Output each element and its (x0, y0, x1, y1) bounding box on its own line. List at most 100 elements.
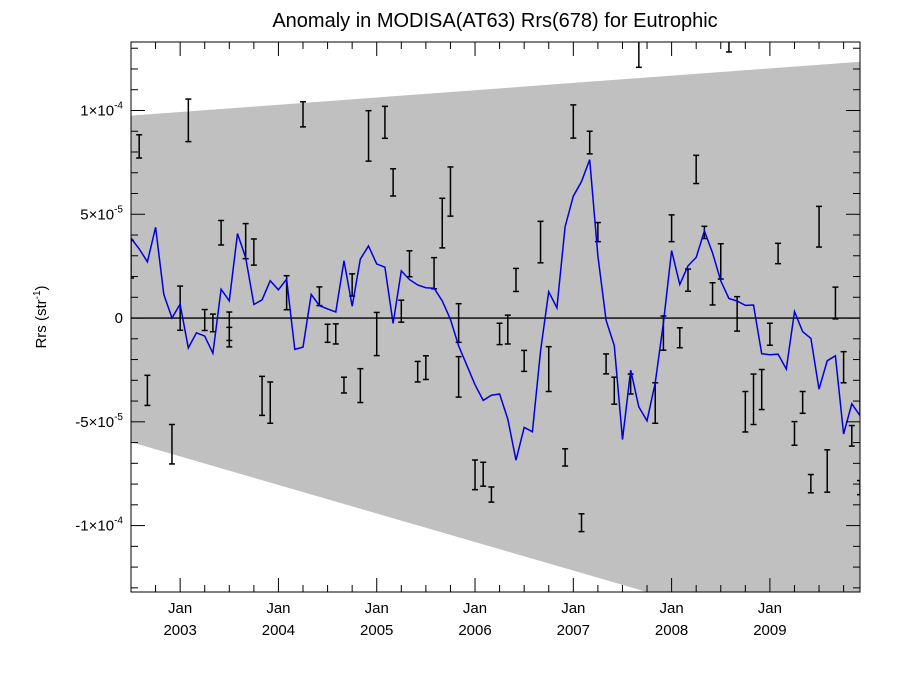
x-tick-year-label: 2005 (360, 622, 393, 639)
error-bar (250, 238, 257, 266)
x-tick-month-label: Jan (463, 600, 487, 617)
error-bar (455, 355, 462, 398)
y-tick-label: 5×10-5 (80, 204, 123, 223)
error-bar (791, 420, 798, 447)
error-bar (447, 166, 454, 217)
error-bar (734, 295, 741, 332)
plot-area (131, 42, 860, 592)
error-bar (185, 98, 192, 143)
error-bar (365, 109, 372, 162)
error-bar (259, 375, 266, 417)
y-tick-mantissa: -1×10 (75, 518, 114, 535)
error-bar (226, 326, 233, 348)
y-tick-mantissa: -5×10 (75, 414, 114, 431)
error-bar (799, 390, 806, 415)
y-tick-mantissa: 1×10 (80, 102, 114, 119)
error-bar (766, 322, 773, 346)
y-axis-title: Rrs (str-1) (32, 285, 50, 348)
error-bar (144, 374, 151, 407)
x-tick-year-label: 2008 (655, 622, 688, 639)
x-tick-year-label: 2004 (262, 622, 295, 639)
error-bar (496, 322, 503, 346)
error-bar (414, 360, 421, 383)
y-axis: 1×10-45×10-50-5×10-5-1×10-4 (75, 47, 860, 589)
y-tick-exponent: -4 (114, 516, 123, 527)
error-bar (570, 104, 577, 139)
error-bar (758, 368, 765, 411)
line-layer (131, 159, 860, 461)
error-bar (807, 473, 814, 494)
error-bar (218, 219, 225, 246)
error-bar (300, 101, 307, 128)
envelope-layer (131, 61, 860, 592)
error-bar (578, 513, 585, 533)
error-bar (488, 486, 495, 503)
y-tick-label: -1×10-4 (75, 516, 123, 535)
error-bar (750, 373, 757, 426)
error-bar (512, 267, 519, 293)
y-tick-label: 1×10-4 (80, 100, 123, 119)
chart-title: Anomaly in MODISA(AT63) Rrs(678) for Eut… (272, 10, 717, 32)
error-bar (357, 367, 364, 404)
error-bar (390, 168, 397, 197)
error-bar (267, 381, 274, 425)
y-tick-exponent: -5 (114, 204, 123, 215)
error-bar (725, 42, 732, 53)
error-bar (693, 154, 700, 185)
error-bar (848, 424, 855, 447)
error-bar (521, 349, 528, 373)
error-bar (398, 299, 405, 323)
x-tick-month-label: Jan (168, 600, 192, 617)
y-axis-title-close: ) (33, 285, 50, 290)
error-bar (537, 220, 544, 264)
y-tick-label: 0 (115, 310, 123, 327)
error-bar (562, 448, 569, 467)
error-bar (439, 197, 446, 249)
x-tick-year-label: 2007 (557, 622, 590, 639)
error-bar (480, 461, 487, 487)
error-bar (676, 327, 683, 349)
y-tick-mantissa: 5×10 (80, 206, 114, 223)
error-bar (775, 242, 782, 265)
x-axis: Jan 2003 Jan 2004 Jan 2005 Jan 2006 Jan 2007 Jan 20… (130, 42, 845, 639)
error-bar (472, 459, 479, 491)
x-tick-month-label: Jan (561, 600, 585, 617)
uncertainty-envelope (131, 61, 860, 592)
error-bar (603, 353, 610, 375)
error-bar (168, 423, 175, 465)
error-bar (324, 323, 331, 344)
y-tick-label: -5×10-5 (75, 412, 123, 431)
y-axis-title-text: Rrs (str (33, 299, 50, 348)
error-bar (422, 355, 429, 381)
error-bar (455, 302, 462, 344)
error-bar (594, 221, 601, 243)
error-bar (668, 214, 675, 243)
error-bar (586, 130, 593, 155)
error-bar (340, 376, 347, 394)
x-tick-month-label: Jan (266, 600, 290, 617)
plot-frame (130, 41, 861, 593)
error-bar (373, 311, 380, 357)
y-tick-mantissa: 0 (115, 310, 123, 327)
error-bar (201, 308, 208, 332)
error-bar (635, 42, 642, 69)
error-bar (504, 314, 511, 345)
error-bar (824, 449, 831, 493)
y-tick-exponent: -4 (114, 100, 123, 111)
anomaly-series-line (131, 159, 860, 461)
x-tick-year-label: 2009 (753, 622, 786, 639)
x-tick-month-label: Jan (660, 600, 684, 617)
x-tick-year-label: 2006 (458, 622, 491, 639)
error-bar (742, 390, 749, 433)
x-tick-month-label: Jan (758, 600, 782, 617)
error-bar (332, 323, 339, 345)
error-bar (840, 350, 847, 384)
error-bar (857, 479, 860, 496)
error-bar (709, 282, 716, 306)
error-bar (816, 205, 823, 248)
error-bar (545, 345, 552, 393)
x-tick-year-label: 2003 (163, 622, 196, 639)
error-bar (832, 286, 839, 320)
error-bar (136, 134, 143, 159)
